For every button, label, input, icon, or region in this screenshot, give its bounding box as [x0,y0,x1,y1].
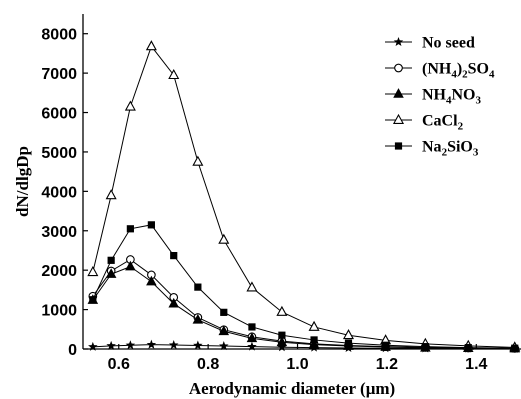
y-tick-label: 1000 [41,303,77,320]
series-line [92,266,515,350]
y-tick-label: 6000 [41,106,77,123]
data-point [247,341,257,351]
y-tick-label: 3000 [41,224,77,241]
legend-marker [394,142,403,150]
legend-label: CaCl2 [422,113,464,133]
data-point [168,297,180,308]
data-point [89,296,97,304]
data-point [308,320,320,331]
data-point [219,341,229,351]
legend-marker [393,88,404,98]
data-point [246,332,258,343]
data-point [105,189,117,200]
data-point [381,341,390,349]
series-line [92,258,515,349]
data-point [342,329,355,340]
y-tick-label: 2000 [41,263,77,280]
plot-frame [82,14,521,350]
data-point [276,305,288,316]
data-point [105,268,117,278]
data-point [276,336,288,347]
x-tick-label: 1.0 [286,356,308,373]
data-point [126,225,134,233]
x-axis-ticks: 0.6 0.8 1.0 1.2 1.4 [108,344,488,373]
legend-marker [393,37,404,47]
data-point [218,233,230,244]
data-point [308,338,320,349]
data-point [278,331,286,339]
y-tick-label: 0 [68,342,77,359]
y-tick-label: 4000 [41,184,77,201]
legend-label: No seed [422,35,475,52]
data-point [125,340,136,350]
x-axis-title: Aerodynamic diameter (μm) [189,379,395,398]
series-filled-square [89,221,519,352]
data-point [168,340,179,350]
data-point [147,221,155,229]
legend-item: Na2SiO3 [385,139,479,159]
data-point [170,251,178,260]
legend-item: NH4NO3 [385,87,482,107]
data-point [246,281,258,292]
data-point [192,155,204,166]
legend-marker [392,113,405,124]
series-star [88,339,520,353]
data-point [220,308,228,316]
legend-item: (NH4)2SO4 [385,61,495,81]
data-point [277,342,287,352]
data-point [421,343,429,351]
y-tick-label: 8000 [41,27,77,44]
data-point [168,68,180,80]
data-point [125,260,136,271]
data-point [145,40,157,51]
y-tick-label: 7000 [41,66,77,83]
legend-label: NH4NO3 [422,87,482,107]
y-axis-title: dN/dlgDp [13,146,32,217]
legend-item: CaCl2 [385,113,464,133]
legend-label: (NH4)2SO4 [422,61,495,81]
legend-item: No seed [385,35,475,52]
data-point [248,323,256,331]
y-axis-ticks: 0 1000 2000 3000 4000 5000 6000 7000 8000 [41,27,88,359]
legend-marker [394,63,403,73]
legend-label: Na2SiO3 [422,139,479,159]
y-tick-label: 5000 [41,145,77,162]
data-point [87,266,99,277]
data-point [194,283,202,291]
x-tick-label: 0.8 [197,356,219,373]
x-tick-label: 1.2 [376,356,398,373]
data-point [88,341,98,351]
series-layer [87,40,521,353]
data-point [106,340,116,350]
series-open-circle [88,255,520,353]
data-point [124,100,136,111]
data-point [192,314,204,324]
data-point [218,325,230,336]
data-point [310,336,318,344]
data-point [344,339,353,347]
x-tick-label: 0.6 [108,356,130,373]
data-point [511,344,519,352]
data-point [193,340,203,350]
data-point [146,275,157,286]
legend: No seed (NH4)2SO4 NH4NO3 CaCl2 Na2SiO3 [385,35,495,159]
data-point [107,256,115,264]
x-tick-label: 1.4 [465,356,487,373]
data-point [464,344,472,352]
data-point [146,339,157,349]
